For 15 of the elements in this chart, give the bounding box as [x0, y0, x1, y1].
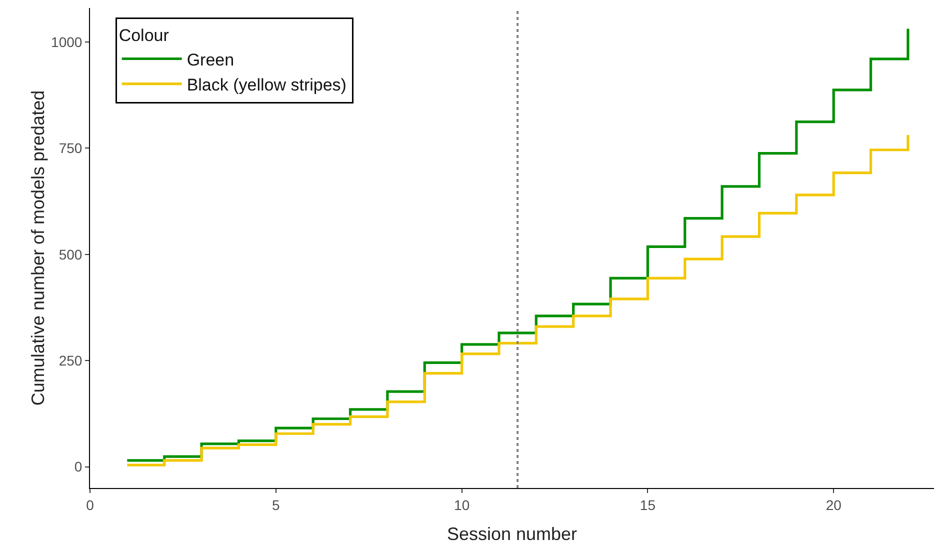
y-tick-label: 1000 — [51, 34, 82, 50]
x-tick-label: 20 — [826, 496, 842, 513]
legend-title: Colour — [118, 26, 170, 46]
y-tick-label: 250 — [58, 352, 82, 368]
x-tick-label: 10 — [454, 496, 470, 513]
legend-label: Green — [186, 50, 234, 70]
y-tick-label: 0 — [74, 458, 82, 475]
y-tick-label: 750 — [58, 140, 82, 156]
y-axis-title: Cumulative number of models predated — [28, 90, 48, 406]
x-tick-label: 15 — [640, 496, 656, 513]
legend-label: Black (yellow stripes) — [186, 75, 346, 94]
x-tick-label: 5 — [272, 496, 280, 513]
y-tick-label: 500 — [58, 246, 82, 262]
x-tick-label: 0 — [86, 496, 94, 513]
x-axis-title: Session number — [446, 524, 578, 544]
